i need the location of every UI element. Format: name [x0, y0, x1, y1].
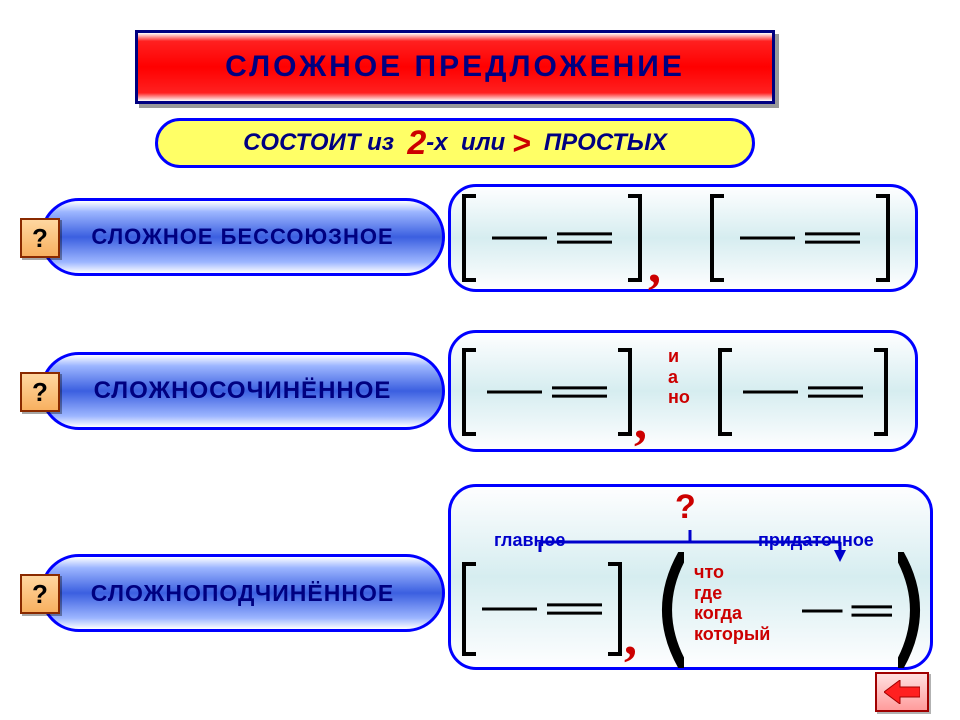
subtitle-pill: СОСТОИТ из 2 -х или > ПРОСТЫХ — [155, 118, 755, 168]
conjunction-list: иано — [668, 346, 690, 408]
comma-icon: , — [624, 608, 637, 667]
subtitle-part-a: СОСТОИТ из — [243, 129, 394, 157]
clause-square-brackets — [462, 562, 622, 661]
arrow-left-icon — [884, 680, 920, 704]
title-plate: СЛОЖНОЕ ПРЕДЛОЖЕНИЕ — [135, 30, 775, 104]
clause-square-brackets — [718, 348, 888, 441]
title-text: СЛОЖНОЕ ПРЕДЛОЖЕНИЕ — [225, 50, 685, 84]
clause-square-brackets — [710, 194, 890, 287]
hint-button-asyndetic[interactable]: ? — [20, 218, 60, 258]
conjunction-list: чтогдекогдакоторый — [694, 562, 770, 645]
subtitle-part-b: ПРОСТЫХ — [544, 129, 667, 157]
subtitle-suffix: -х — [426, 129, 447, 157]
row-label-asyndetic: СЛОЖНОЕ БЕССОЮЗНОЕ — [40, 198, 445, 276]
slide-canvas: СЛОЖНОЕ ПРЕДЛОЖЕНИЕ СОСТОИТ из 2 -х или … — [0, 0, 960, 720]
row-label-text: СЛОЖНОЕ БЕССОЮЗНОЕ — [91, 224, 393, 250]
paren-open — [650, 552, 684, 673]
nav-prev-button[interactable] — [875, 672, 929, 712]
subtitle-gt: > — [512, 125, 531, 162]
row-label-text: СЛОЖНОСОЧИНЁННОЕ — [94, 377, 392, 405]
clause-square-brackets — [462, 194, 642, 287]
subtitle-or: или — [461, 129, 505, 157]
hint-button-compound[interactable]: ? — [20, 372, 60, 412]
question-mark-icon: ? — [675, 488, 696, 527]
clause-square-brackets — [462, 348, 632, 441]
paren-close — [898, 552, 932, 673]
comma-icon: , — [648, 236, 661, 295]
subject-predicate-lines — [802, 596, 892, 631]
row-label-compound: СЛОЖНОСОЧИНЁННОЕ — [40, 352, 445, 430]
comma-icon: , — [634, 392, 647, 451]
subtitle-two: 2 — [407, 124, 426, 163]
